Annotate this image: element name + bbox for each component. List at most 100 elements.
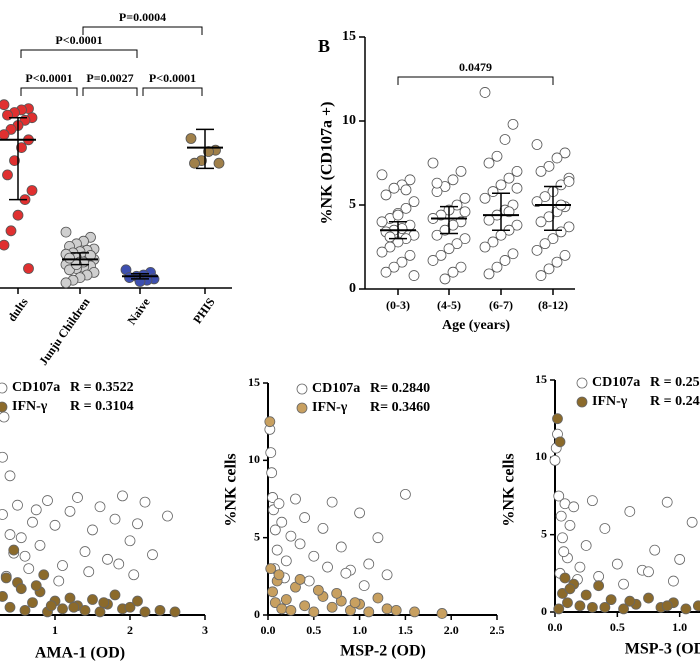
data-point <box>60 226 72 238</box>
data-point <box>12 209 24 221</box>
data-point <box>285 530 297 542</box>
data-point <box>26 185 38 196</box>
data-point <box>511 182 523 194</box>
data-point <box>335 541 347 553</box>
data-point <box>503 172 515 184</box>
data-point <box>408 196 420 208</box>
data-point <box>404 249 416 261</box>
y-tick-label: 5 <box>541 526 547 540</box>
legend-label: IFN-γ <box>592 394 628 409</box>
x-tick-label: (6-7) <box>489 298 513 312</box>
x-tick-label: 3 <box>202 623 208 637</box>
data-point <box>668 575 679 587</box>
data-point <box>499 134 511 145</box>
y-tick-label: 5 <box>254 529 260 543</box>
legend-label: IFN-γ <box>12 399 48 414</box>
data-point <box>624 595 636 607</box>
data-point <box>543 263 555 275</box>
data-point <box>568 501 580 513</box>
data-point <box>79 604 91 616</box>
data-point <box>0 509 8 520</box>
data-point <box>83 566 95 578</box>
data-point <box>154 604 166 616</box>
y-tick-label: 10 <box>535 449 547 463</box>
data-point <box>439 273 451 285</box>
data-point <box>94 606 106 618</box>
legend-marker <box>576 396 588 408</box>
data-point <box>563 221 575 233</box>
data-point <box>60 277 72 289</box>
data-point <box>4 529 16 540</box>
x-tick-label: 0.0 <box>261 623 276 637</box>
data-point <box>549 455 561 466</box>
data-point <box>618 603 629 615</box>
x-tick-label: (8-12) <box>538 298 568 312</box>
data-point <box>15 583 27 595</box>
data-point <box>459 233 471 245</box>
data-point <box>399 488 411 500</box>
data-point <box>479 87 491 98</box>
data-point <box>53 575 65 587</box>
data-point <box>294 538 306 550</box>
data-point <box>27 597 38 609</box>
data-point <box>491 261 503 273</box>
significance-label: P=0.0027 <box>86 71 133 85</box>
legend-marker <box>0 382 8 394</box>
data-point <box>15 532 27 544</box>
data-point <box>132 518 143 530</box>
data-point <box>554 436 566 448</box>
data-point <box>326 601 338 613</box>
x-tick-label: 1.5 <box>398 623 413 637</box>
data-point <box>326 496 338 508</box>
data-point <box>392 209 404 221</box>
data-point <box>271 544 283 556</box>
data-point <box>400 184 412 196</box>
data-point <box>94 501 106 513</box>
legend-label: CD107a <box>12 380 60 395</box>
data-point <box>0 239 10 251</box>
y-axis-label: %NK cells <box>501 453 518 526</box>
data-point <box>312 584 324 596</box>
data-point <box>363 558 375 570</box>
x-tick-label: (4-5) <box>437 298 461 312</box>
data-point <box>45 600 57 612</box>
y-tick-label: 10 <box>248 452 260 466</box>
data-point <box>376 246 388 258</box>
data-point <box>38 569 50 581</box>
data-point <box>162 510 173 522</box>
legend-r-value: R= 0.2840 <box>370 381 430 396</box>
data-point <box>266 467 278 479</box>
data-point <box>555 226 567 238</box>
data-point <box>624 506 636 517</box>
data-point <box>559 572 571 584</box>
data-point <box>439 224 451 236</box>
data-point <box>280 594 292 605</box>
data-point <box>431 229 443 241</box>
data-point <box>0 129 10 140</box>
panel-label: B <box>318 36 330 56</box>
data-point <box>30 580 42 592</box>
data-point <box>483 214 495 226</box>
data-point <box>559 147 571 159</box>
data-point <box>531 244 543 256</box>
data-point <box>4 470 16 482</box>
y-tick-label: 5 <box>349 197 356 212</box>
legend-r-value: R= 0.3460 <box>370 400 430 415</box>
data-point <box>57 560 68 571</box>
data-point <box>479 192 491 204</box>
significance-label: 0.0479 <box>459 60 492 74</box>
data-point <box>483 268 495 280</box>
x-tick-label: 0.0 <box>548 620 563 634</box>
data-point <box>376 216 388 228</box>
data-point <box>57 603 68 615</box>
data-point <box>551 152 563 164</box>
data-point <box>23 563 35 574</box>
x-tick-label: Junju Children <box>36 295 93 368</box>
data-point <box>580 540 592 551</box>
data-point <box>113 558 125 570</box>
data-point <box>593 571 605 582</box>
data-point <box>459 206 471 218</box>
data-point <box>280 555 292 567</box>
data-point <box>559 249 571 261</box>
data-point <box>12 499 23 511</box>
